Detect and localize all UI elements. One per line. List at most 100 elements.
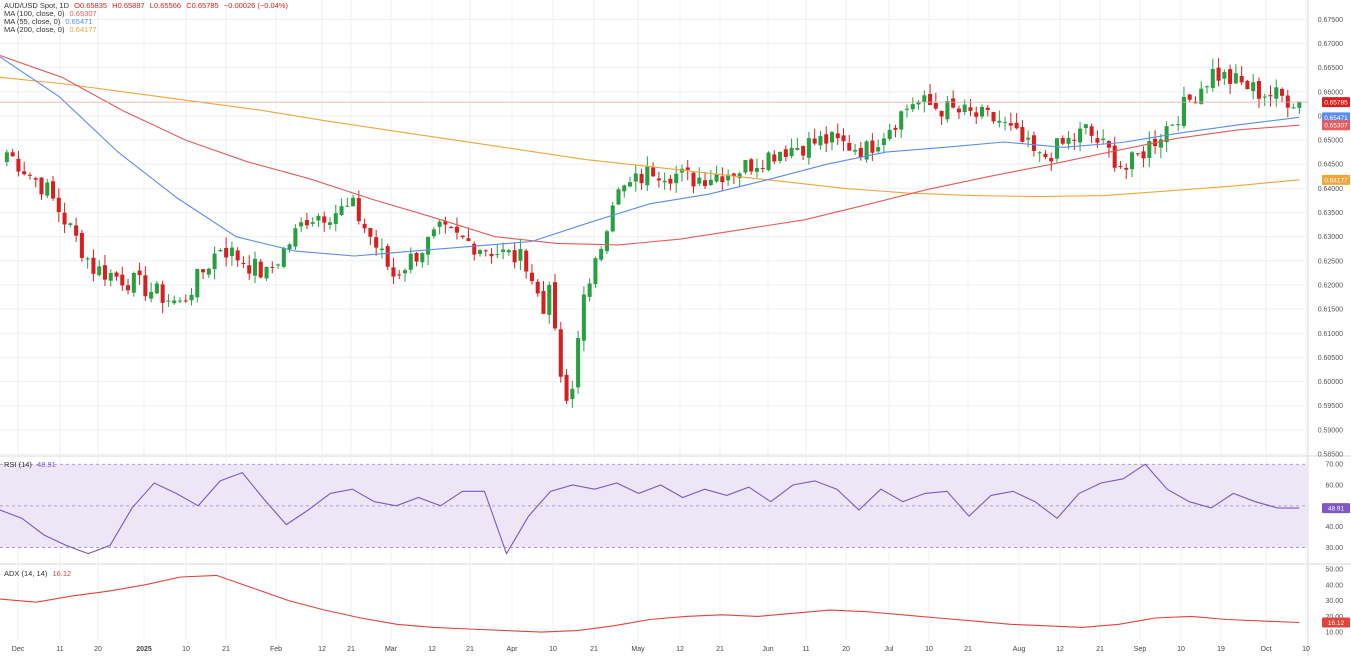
candle-body [829, 132, 835, 143]
candle-body [1245, 80, 1250, 90]
candle-body [108, 272, 113, 281]
candle [1135, 153, 1140, 157]
candle-body [789, 147, 794, 157]
candle [656, 171, 661, 188]
candle-body [749, 159, 754, 172]
candle-body [166, 300, 171, 302]
candle [847, 134, 852, 151]
candle-body [345, 205, 350, 207]
rsi-legend[interactable]: RSI (14) 48.91 [4, 461, 56, 469]
ma100-label: MA (100, close, 0) [4, 9, 65, 18]
candle-body [270, 266, 275, 268]
candle [945, 96, 950, 123]
candle [420, 252, 425, 268]
candle [720, 167, 725, 191]
candle [501, 242, 506, 260]
time-tick-label: 21 [716, 646, 724, 653]
candle [674, 165, 679, 193]
candle [414, 251, 419, 267]
candle-body [997, 120, 1002, 123]
candle [1280, 87, 1285, 102]
price-tick-label: 0.61000 [1318, 331, 1343, 338]
candle [778, 151, 783, 164]
candle [368, 227, 373, 246]
candle [322, 211, 327, 232]
candle [27, 172, 32, 180]
candle [97, 260, 102, 277]
price-tick-label: 0.65000 [1318, 138, 1343, 145]
candle-body [316, 216, 321, 221]
candle-body [1216, 67, 1221, 81]
candle [645, 156, 650, 191]
candle [327, 217, 333, 230]
candle [483, 249, 488, 257]
open-value: O0.65835 [74, 1, 108, 10]
adx-badge-text: 16.12 [1328, 620, 1345, 627]
candle [818, 130, 823, 150]
candle [726, 169, 731, 187]
candle-body [691, 172, 696, 187]
candle [518, 238, 523, 271]
candle [622, 184, 627, 198]
candle-body [143, 275, 148, 297]
candle [639, 168, 644, 190]
price-badge-text: 0.65785 [1324, 100, 1348, 107]
candle [553, 274, 558, 331]
time-axis: Dec 11 20 2025 10 21 Feb 12 21 Mar 12 21 Apr 10 21 May 1… [12, 646, 1310, 653]
candle-body [812, 138, 817, 144]
candle [449, 225, 454, 229]
candle-body [576, 338, 581, 388]
candle [564, 368, 569, 405]
candle [56, 188, 61, 223]
candle-body [252, 258, 258, 276]
adx-legend[interactable]: ADX (14, 14) 16.12 [4, 570, 71, 578]
candle [1008, 112, 1013, 131]
candle-body [91, 257, 96, 274]
candle-body [806, 138, 811, 158]
candle [1251, 73, 1256, 100]
adx-value: 16.12 [52, 569, 72, 578]
rsi-line [0, 463, 1300, 555]
candle [1043, 150, 1048, 160]
candle-body [535, 281, 540, 294]
adx-badge-bg [1322, 617, 1350, 628]
candle [201, 269, 206, 279]
candle-body [616, 189, 621, 205]
ma200-legend[interactable]: MA (200, close, 0) 0.64177 [4, 26, 97, 34]
candle [177, 297, 183, 304]
candle [460, 235, 465, 240]
candle [893, 124, 898, 138]
candle [1239, 66, 1244, 85]
candle [789, 138, 794, 159]
candle-body [183, 300, 188, 302]
candle-body [968, 107, 973, 111]
candle-body [131, 272, 136, 293]
candle-body [229, 247, 234, 257]
candle [91, 249, 96, 282]
candle-body [195, 268, 200, 298]
candle [131, 271, 136, 297]
candle-body [1129, 152, 1135, 170]
candle-body [172, 300, 177, 304]
candle [183, 294, 188, 304]
candle [512, 242, 517, 269]
ma200-label: MA (200, close, 0) [4, 25, 65, 34]
candle [979, 104, 985, 120]
candle-body [1158, 139, 1163, 148]
price-tick-label: 0.66500 [1318, 65, 1343, 72]
candle-body [645, 165, 650, 186]
candle-body [604, 231, 609, 252]
candle-body [720, 176, 725, 183]
candle [1066, 130, 1071, 150]
ma55-legend[interactable]: MA (55, close, 0) 0.65471 [4, 18, 93, 26]
candle [160, 280, 165, 314]
candle-body [10, 152, 15, 157]
candle-body [1233, 73, 1238, 84]
candle-body [916, 101, 921, 105]
ma100-legend[interactable]: MA (100, close, 0) 0.65307 [4, 10, 97, 18]
candle-body [62, 212, 67, 225]
candle-body [495, 254, 500, 256]
candle [760, 159, 765, 173]
